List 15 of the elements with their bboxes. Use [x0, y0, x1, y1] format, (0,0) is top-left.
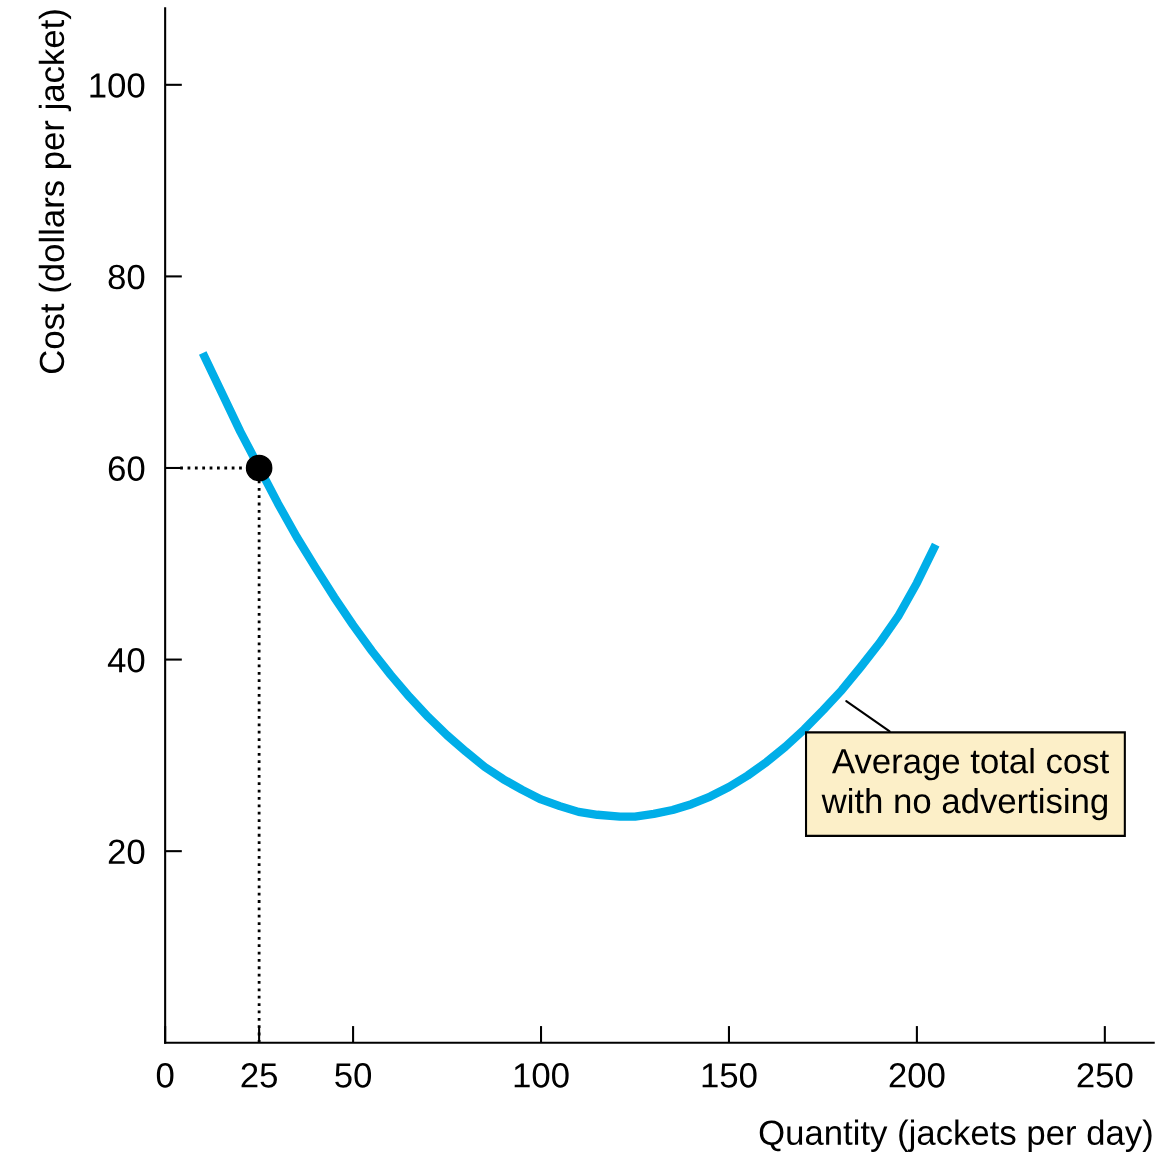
y-tick-label: 100	[90, 73, 145, 98]
y-tick-label: 20	[108, 839, 145, 865]
y-tick-label: 40	[107, 647, 145, 673]
x-axis-title: Quantity (jackets per day)	[759, 1119, 1152, 1152]
x-tick-label: 250	[1077, 1063, 1133, 1088]
x-tick-label: 100	[514, 1063, 569, 1088]
y-tick-label: 60	[108, 456, 145, 481]
x-tick-label: 150	[702, 1063, 757, 1088]
x-tick-label: 50	[335, 1063, 372, 1088]
y-tick-label: 80	[108, 264, 145, 290]
annotation: Average total cost with no advertising	[821, 747, 1109, 821]
y-axis-title: Cost (dollars per jacket)	[38, 10, 72, 374]
x-tick-label: 0	[156, 1063, 174, 1088]
x-tick-label: 25	[241, 1063, 277, 1088]
x-tick-label: 200	[889, 1063, 945, 1088]
